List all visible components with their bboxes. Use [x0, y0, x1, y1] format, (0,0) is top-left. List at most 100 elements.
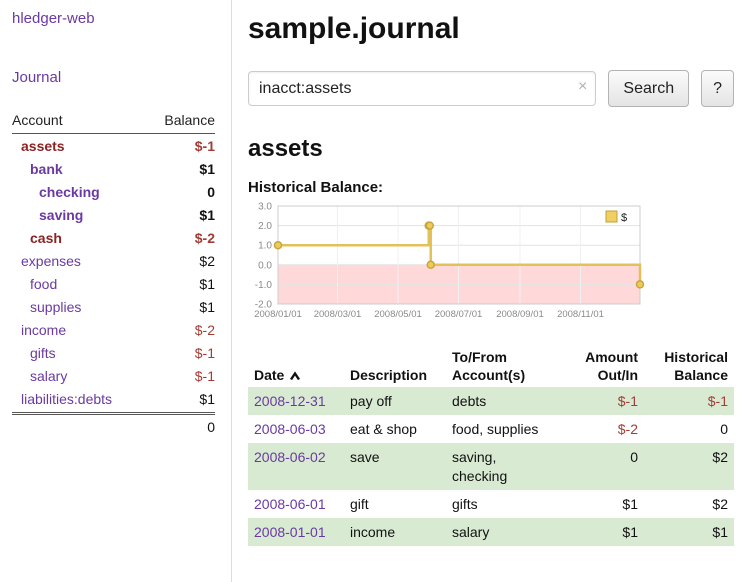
cell-description: gift	[350, 495, 369, 512]
app-brand-link[interactable]: hledger-web	[12, 10, 95, 27]
sidebar-account-bank[interactable]: bank	[30, 160, 63, 177]
sidebar-account-liabilities-debts[interactable]: liabilities:debts	[21, 390, 113, 407]
account-balance: $2	[199, 252, 215, 269]
sidebar-account-row: bank $1	[12, 157, 215, 180]
col-header-amount-out-in: Amount Out/In	[585, 349, 638, 383]
account-heading: assets	[248, 135, 323, 162]
y-axis-tick-label: -2.0	[255, 300, 273, 311]
account-balance: $-1	[194, 137, 215, 154]
sidebar-account-salary[interactable]: salary	[30, 367, 68, 384]
transaction-date-link[interactable]: 2008-12-31	[254, 393, 326, 409]
account-balance: $-1	[194, 344, 215, 361]
cell-date: 2008-06-02	[248, 443, 344, 489]
x-axis-tick-label: 2008/09/01	[496, 309, 544, 320]
sidebar-item-journal[interactable]: Journal	[12, 69, 62, 86]
x-axis-tick-label: 2008/07/01	[435, 309, 483, 320]
cell-historical-balance: 0	[720, 421, 728, 438]
sidebar-account-row: cash $-2	[12, 226, 215, 249]
search-input[interactable]	[248, 71, 597, 106]
y-axis-tick-label: 3.0	[258, 202, 272, 213]
accounts-header-balance: Balance	[164, 112, 215, 128]
transactions-table: Date Description To/From Account(s) Amou…	[248, 346, 734, 547]
transaction-date-link[interactable]: 2008-06-03	[254, 421, 326, 438]
transaction-row: 2008-06-02 save saving, checking 0 $2	[248, 443, 734, 490]
search-button[interactable]: Search	[608, 70, 690, 107]
data-point-marker	[425, 221, 434, 230]
transaction-date-link[interactable]: 2008-01-01	[254, 523, 326, 540]
sidebar-account-checking[interactable]: checking	[39, 183, 100, 200]
cell-tofrom-accounts: salary	[452, 523, 490, 540]
sidebar-account-assets[interactable]: assets	[21, 137, 65, 154]
sidebar-account-saving[interactable]: saving	[39, 206, 84, 223]
col-header-tofrom-accounts: To/From Account(s)	[452, 349, 526, 383]
sidebar-account-supplies[interactable]: supplies	[30, 298, 82, 315]
account-balance: $-2	[194, 229, 215, 246]
cell-tofrom-accounts: debts	[452, 393, 487, 409]
chart-plot-border	[277, 205, 641, 305]
y-axis-tick-label: 2.0	[258, 221, 272, 232]
col-header-historical-balance: Historical Balance	[664, 349, 728, 383]
sidebar-account-row: income $-2	[12, 318, 215, 341]
account-balance: $1	[199, 390, 215, 407]
search-bar: × Search ?	[248, 70, 734, 107]
sidebar-account-income[interactable]: income	[21, 321, 67, 338]
account-balance: $1	[199, 160, 215, 177]
search-box: ×	[248, 71, 597, 106]
x-axis-tick-label: 2008/11/01	[557, 309, 604, 320]
accounts-header-account: Account	[12, 112, 63, 128]
main-content: sample.journal × Search ? assets Histori…	[233, 0, 742, 547]
cell-date: 2008-12-31	[248, 387, 344, 415]
sidebar: hledger-web Journal Account Balance asse…	[0, 0, 232, 582]
cell-amount: $-2	[617, 421, 638, 438]
data-point-marker	[273, 240, 283, 250]
sidebar-account-row: expenses $2	[12, 249, 215, 272]
transaction-date-link[interactable]: 2008-06-01	[254, 495, 326, 512]
cell-tofrom-accounts: gifts	[452, 495, 478, 512]
y-axis-tick-label: 0.0	[258, 260, 272, 271]
transaction-row: 2008-01-01 income salary $1 $1	[248, 517, 734, 547]
cell-tofrom-accounts: food, supplies	[452, 421, 539, 438]
account-balance: $-2	[194, 321, 215, 338]
sidebar-account-gifts[interactable]: gifts	[30, 344, 56, 361]
cell-historical-balance: $1	[712, 523, 728, 540]
sidebar-account-row: food $1	[12, 272, 215, 295]
sort-ascending-icon[interactable]	[289, 370, 301, 381]
cell-historical-balance: $2	[712, 495, 728, 512]
sidebar-account-row: salary $-1	[12, 364, 215, 387]
sidebar-account-row: supplies $1	[12, 295, 215, 318]
sidebar-account-row: checking 0	[12, 180, 215, 203]
cell-description: eat & shop	[350, 421, 417, 438]
cell-amount: 0	[630, 449, 638, 466]
cell-tofrom-accounts: saving, checking	[452, 449, 508, 484]
account-balance: $1	[199, 275, 215, 292]
account-balance: $1	[199, 298, 215, 315]
cell-date: 2008-06-01	[248, 490, 344, 518]
sidebar-account-row: liabilities:debts $1	[12, 387, 215, 410]
sidebar-account-food[interactable]: food	[30, 275, 58, 292]
x-axis-tick-label: 2008/03/01	[314, 309, 362, 320]
cell-date: 2008-06-03	[248, 415, 344, 443]
cell-date: 2008-01-01	[248, 518, 344, 546]
legend-label: $	[621, 212, 627, 224]
cell-description: income	[350, 523, 396, 540]
account-balance: $-1	[194, 367, 215, 384]
cell-amount: $-1	[617, 393, 638, 409]
cell-historical-balance: $-1	[707, 393, 728, 409]
help-button[interactable]: ?	[701, 70, 734, 107]
cell-description: save	[350, 449, 380, 466]
x-axis-tick-label: 2008/05/01	[374, 309, 422, 320]
accounts-list: assets $-1 bank $1 checking 0 saving $1 cash $-2 e…	[12, 134, 215, 410]
sidebar-account-row: gifts $-1	[12, 341, 215, 364]
col-header-date[interactable]: Date	[248, 346, 344, 387]
data-point-marker	[635, 280, 645, 289]
x-axis-tick-label: 2008/01/01	[254, 309, 302, 320]
sidebar-account-expenses[interactable]: expenses	[21, 252, 81, 269]
cell-historical-balance: $2	[712, 449, 728, 466]
sidebar-account-cash[interactable]: cash	[30, 229, 62, 246]
clear-search-icon[interactable]: ×	[578, 78, 588, 95]
account-balance: 0	[207, 183, 215, 200]
page-title: sample.journal	[248, 12, 460, 45]
account-balance: $1	[199, 206, 215, 223]
transaction-date-link[interactable]: 2008-06-02	[254, 449, 326, 466]
